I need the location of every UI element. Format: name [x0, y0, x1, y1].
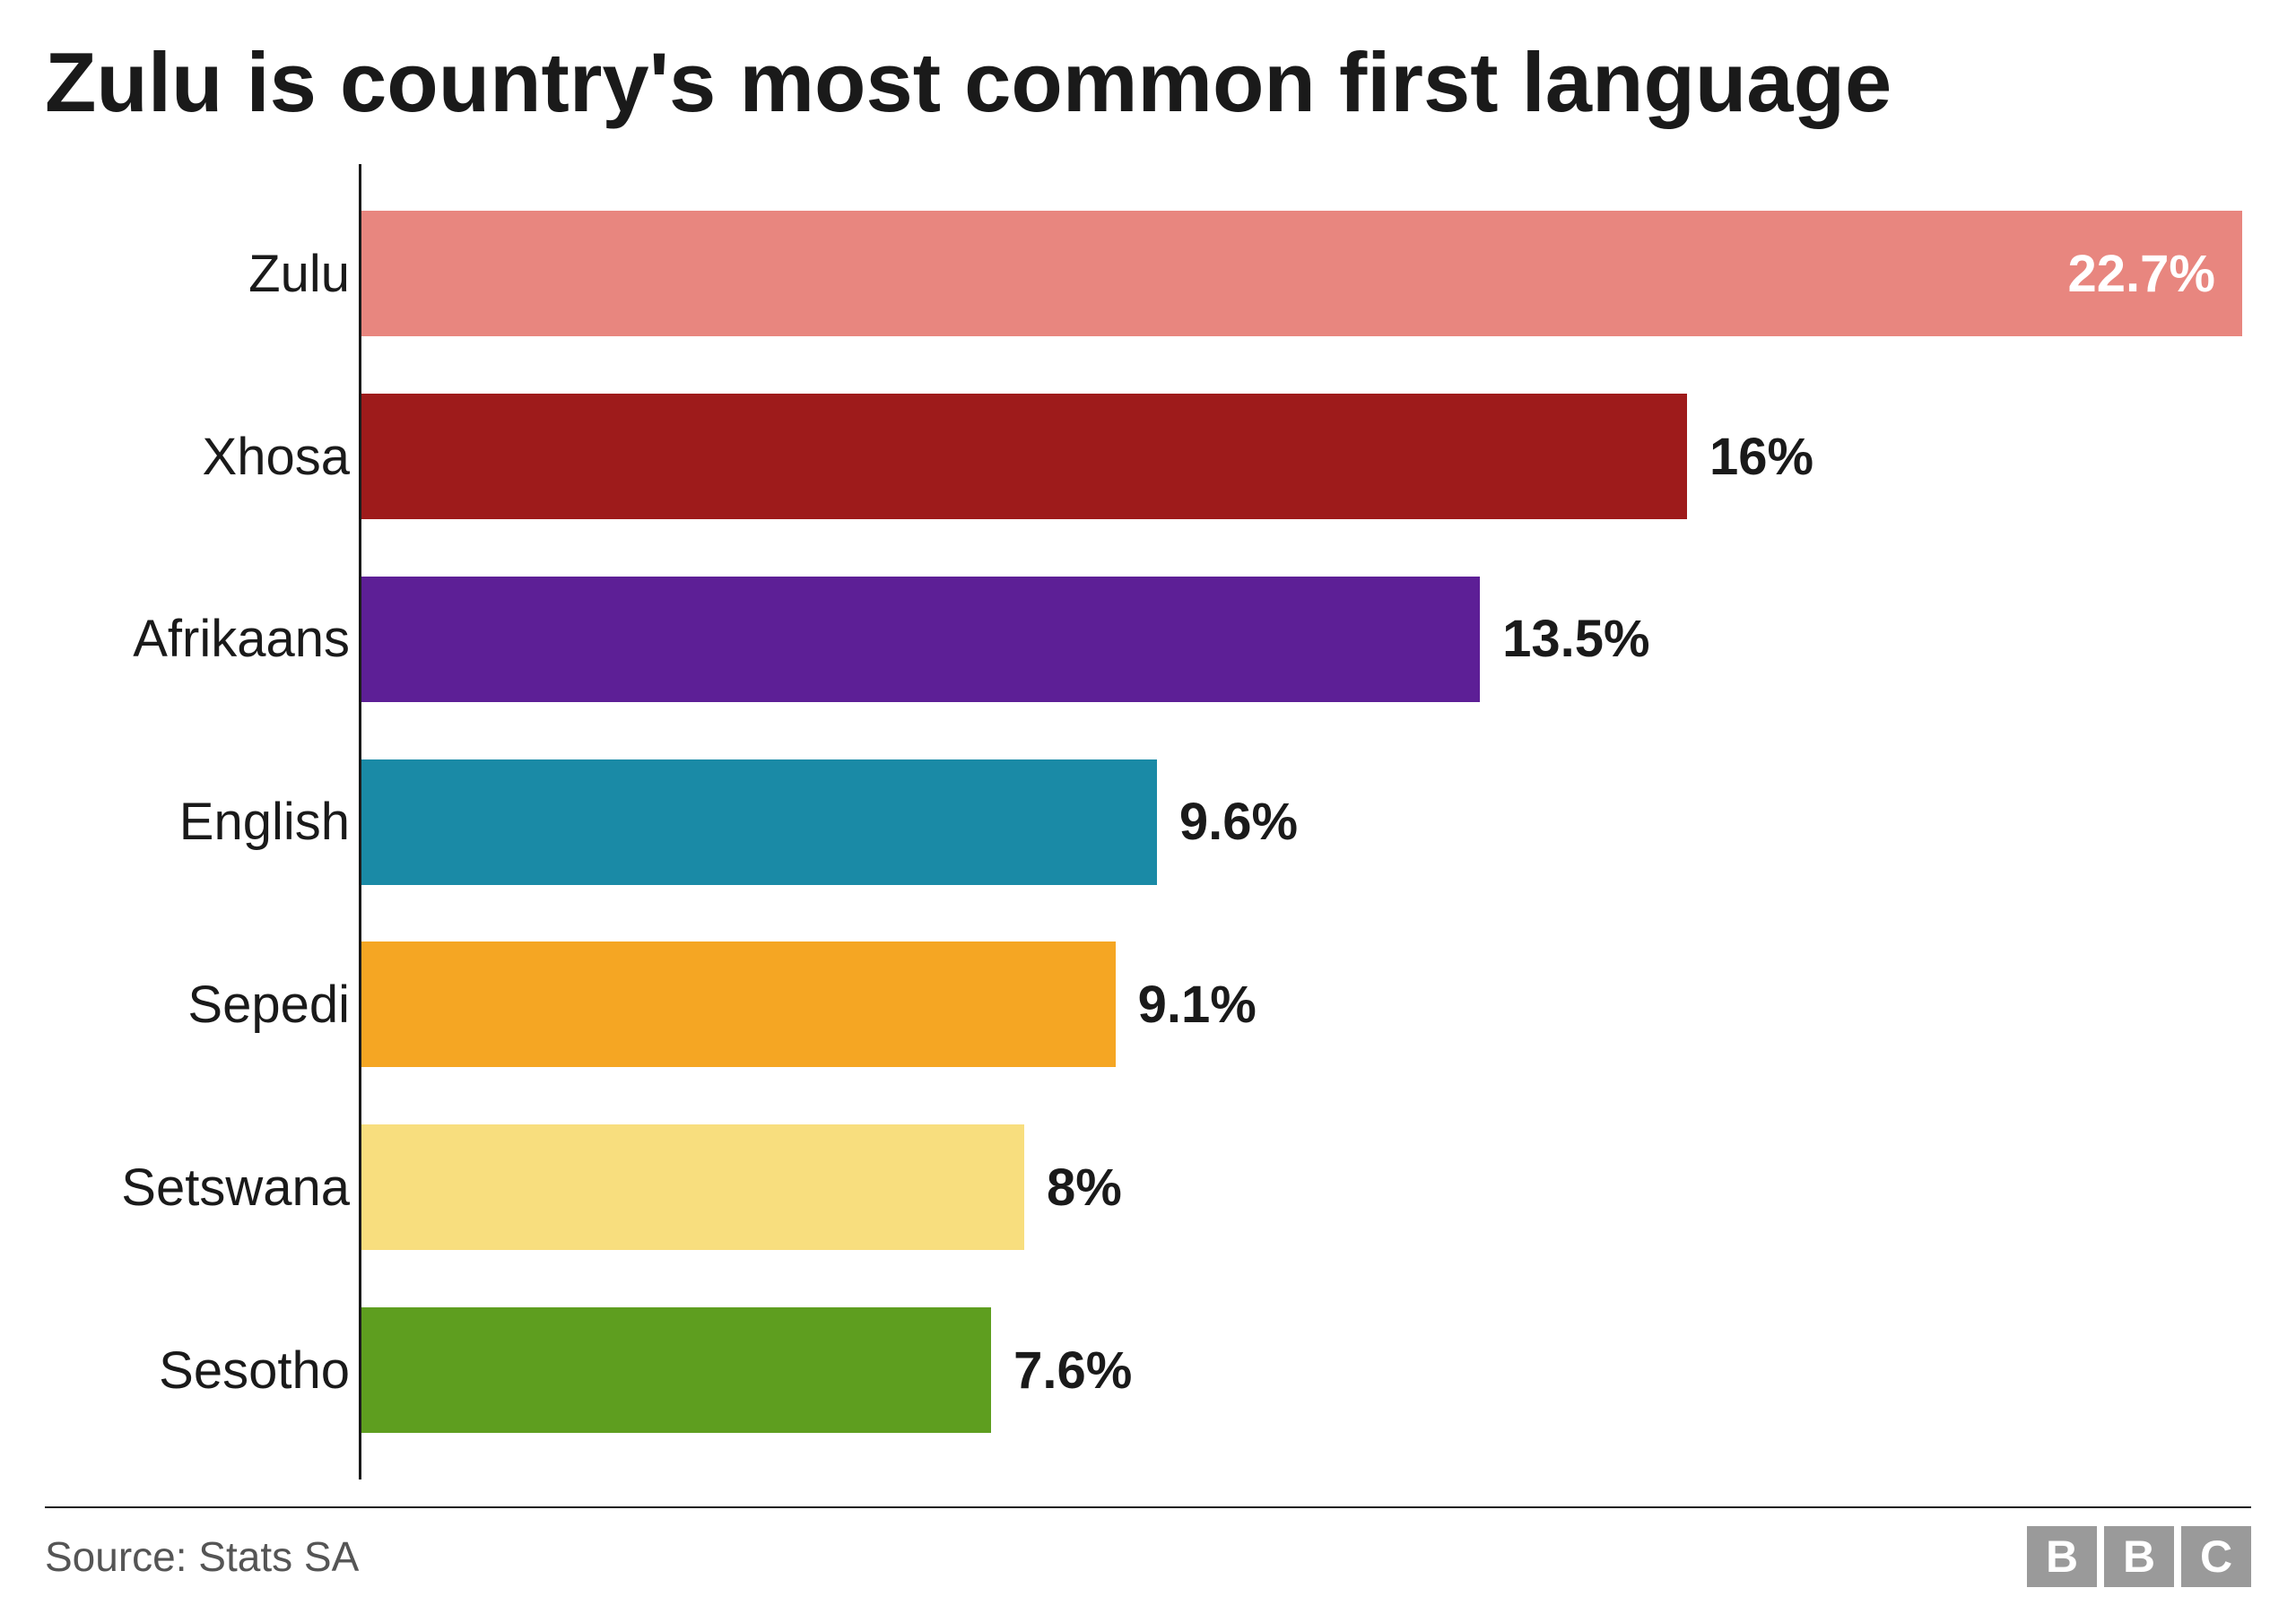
logo-letter: B	[2027, 1526, 2097, 1587]
bar-row: Zulu22.7%	[314, 206, 2251, 341]
bar-value-label: 22.7%	[2068, 244, 2215, 304]
bar-row: Sesotho7.6%	[314, 1303, 2251, 1437]
chart-title: Zulu is country's most common first lang…	[45, 36, 2251, 128]
bar	[361, 941, 1116, 1067]
bar	[361, 394, 1687, 519]
bar-category-label: Sesotho	[99, 1341, 350, 1401]
bar-value-label: 8%	[1047, 1158, 1122, 1218]
bbc-logo: BBC	[2027, 1526, 2251, 1587]
bar-value-label: 16%	[1709, 427, 1813, 487]
bar-row: Afrikaans13.5%	[314, 572, 2251, 707]
bar-value-label: 9.6%	[1179, 792, 1298, 852]
chart-area: Zulu22.7%Xhosa16%Afrikaans13.5%English9.…	[45, 164, 2251, 1480]
bar-row: Setswana8%	[314, 1120, 2251, 1254]
bar	[361, 1307, 991, 1433]
bar	[361, 759, 1157, 885]
bar-row: Sepedi9.1%	[314, 937, 2251, 1072]
bar	[361, 577, 1480, 702]
bar-value-label: 13.5%	[1502, 609, 1649, 669]
bar-category-label: Xhosa	[99, 427, 350, 487]
chart-footer: Source: Stats SA BBC	[45, 1506, 2251, 1587]
bar-category-label: English	[99, 792, 350, 852]
bar-value-label: 9.1%	[1138, 975, 1257, 1035]
bar-category-label: Sepedi	[99, 975, 350, 1035]
bars-container: Zulu22.7% Xhosa16% Afrikaans13.5% English9.…	[314, 164, 2251, 1480]
source-label: Source: Stats SA	[45, 1532, 359, 1581]
logo-letter: B	[2104, 1526, 2174, 1587]
bar: 22.7%	[361, 211, 2242, 336]
bar-row: English9.6%	[314, 755, 2251, 889]
bar-value-label: 7.6%	[1013, 1341, 1132, 1401]
bar	[361, 1124, 1024, 1250]
logo-letter: C	[2181, 1526, 2251, 1587]
bar-category-label: Setswana	[99, 1158, 350, 1218]
bar-category-label: Zulu	[99, 244, 350, 304]
bar-category-label: Afrikaans	[99, 609, 350, 669]
bar-row: Xhosa16%	[314, 389, 2251, 524]
